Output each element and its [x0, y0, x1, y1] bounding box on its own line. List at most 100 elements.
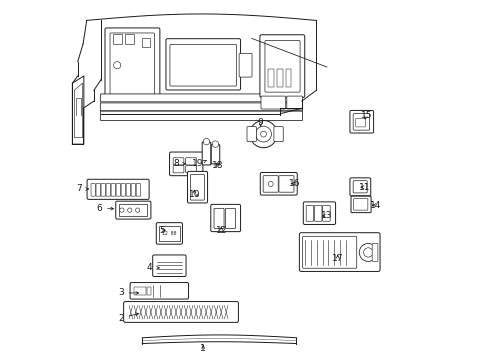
FancyBboxPatch shape	[100, 111, 302, 121]
Bar	[142, 39, 150, 47]
FancyBboxPatch shape	[173, 166, 183, 173]
FancyBboxPatch shape	[299, 233, 379, 271]
FancyBboxPatch shape	[355, 118, 365, 127]
FancyBboxPatch shape	[187, 171, 207, 203]
Bar	[159, 226, 179, 241]
FancyBboxPatch shape	[261, 96, 285, 109]
Text: 12 00: 12 00	[162, 231, 176, 236]
FancyBboxPatch shape	[353, 199, 367, 210]
Bar	[134, 287, 145, 295]
Circle shape	[267, 181, 273, 186]
FancyBboxPatch shape	[101, 184, 105, 196]
Circle shape	[359, 243, 376, 261]
Bar	[147, 287, 151, 295]
FancyBboxPatch shape	[100, 103, 302, 111]
FancyBboxPatch shape	[305, 206, 313, 221]
FancyBboxPatch shape	[156, 223, 182, 244]
Text: 10: 10	[188, 190, 200, 199]
Text: 16: 16	[288, 179, 300, 188]
Text: 4: 4	[146, 264, 159, 273]
FancyBboxPatch shape	[100, 94, 302, 102]
FancyBboxPatch shape	[211, 144, 219, 164]
Text: 5: 5	[159, 226, 164, 235]
FancyBboxPatch shape	[239, 53, 251, 77]
Text: 12: 12	[215, 226, 226, 235]
Circle shape	[135, 208, 140, 212]
Bar	[276, 69, 282, 87]
FancyBboxPatch shape	[190, 175, 204, 200]
Circle shape	[113, 62, 121, 69]
Text: 18: 18	[211, 161, 223, 170]
FancyBboxPatch shape	[322, 206, 329, 221]
Circle shape	[127, 208, 132, 212]
FancyBboxPatch shape	[185, 158, 196, 165]
Bar	[267, 69, 273, 87]
Circle shape	[203, 138, 209, 145]
FancyBboxPatch shape	[371, 243, 377, 261]
Bar	[285, 69, 291, 87]
Circle shape	[260, 131, 266, 137]
FancyBboxPatch shape	[173, 158, 183, 165]
Text: 17: 17	[331, 255, 343, 264]
FancyBboxPatch shape	[202, 142, 210, 165]
FancyBboxPatch shape	[126, 184, 130, 196]
FancyBboxPatch shape	[210, 204, 240, 231]
FancyBboxPatch shape	[185, 166, 196, 173]
FancyBboxPatch shape	[121, 184, 125, 196]
Circle shape	[249, 121, 277, 148]
FancyBboxPatch shape	[87, 179, 149, 199]
Text: 3: 3	[118, 288, 139, 297]
Circle shape	[120, 208, 124, 212]
FancyBboxPatch shape	[136, 184, 140, 196]
FancyBboxPatch shape	[131, 184, 135, 196]
Text: 7: 7	[77, 184, 88, 193]
Text: 9: 9	[257, 118, 263, 127]
Text: 15: 15	[360, 111, 371, 120]
Text: 19: 19	[192, 159, 206, 168]
FancyBboxPatch shape	[286, 96, 302, 109]
FancyBboxPatch shape	[314, 206, 321, 221]
Bar	[119, 204, 147, 216]
Text: 8: 8	[173, 159, 185, 168]
FancyBboxPatch shape	[152, 255, 185, 276]
FancyBboxPatch shape	[169, 152, 203, 176]
FancyBboxPatch shape	[349, 178, 370, 196]
FancyBboxPatch shape	[303, 202, 335, 225]
Text: 2: 2	[118, 313, 139, 323]
FancyBboxPatch shape	[225, 208, 235, 228]
FancyBboxPatch shape	[91, 184, 95, 196]
FancyBboxPatch shape	[169, 44, 236, 86]
FancyBboxPatch shape	[111, 184, 115, 196]
FancyBboxPatch shape	[350, 196, 370, 213]
Text: 1: 1	[200, 344, 206, 353]
FancyBboxPatch shape	[349, 111, 373, 133]
FancyBboxPatch shape	[278, 176, 293, 192]
FancyBboxPatch shape	[106, 184, 110, 196]
Text: 14: 14	[369, 201, 380, 210]
FancyBboxPatch shape	[264, 41, 300, 92]
Bar	[113, 34, 122, 44]
FancyBboxPatch shape	[110, 33, 154, 94]
FancyBboxPatch shape	[302, 236, 356, 268]
FancyBboxPatch shape	[352, 181, 366, 193]
Circle shape	[212, 141, 218, 147]
FancyBboxPatch shape	[123, 302, 238, 322]
Text: 11: 11	[358, 183, 369, 192]
FancyBboxPatch shape	[263, 176, 278, 192]
Circle shape	[255, 126, 271, 142]
FancyBboxPatch shape	[96, 184, 100, 196]
FancyBboxPatch shape	[130, 283, 188, 299]
FancyBboxPatch shape	[165, 39, 240, 90]
Text: 13: 13	[321, 211, 332, 220]
FancyBboxPatch shape	[273, 127, 283, 141]
FancyBboxPatch shape	[105, 28, 160, 99]
FancyBboxPatch shape	[116, 184, 120, 196]
FancyBboxPatch shape	[260, 172, 297, 195]
Text: 6: 6	[96, 204, 113, 213]
FancyBboxPatch shape	[246, 127, 256, 141]
FancyBboxPatch shape	[116, 201, 151, 219]
FancyBboxPatch shape	[352, 114, 369, 130]
Bar	[125, 34, 134, 44]
FancyBboxPatch shape	[214, 208, 224, 228]
FancyBboxPatch shape	[260, 35, 304, 98]
